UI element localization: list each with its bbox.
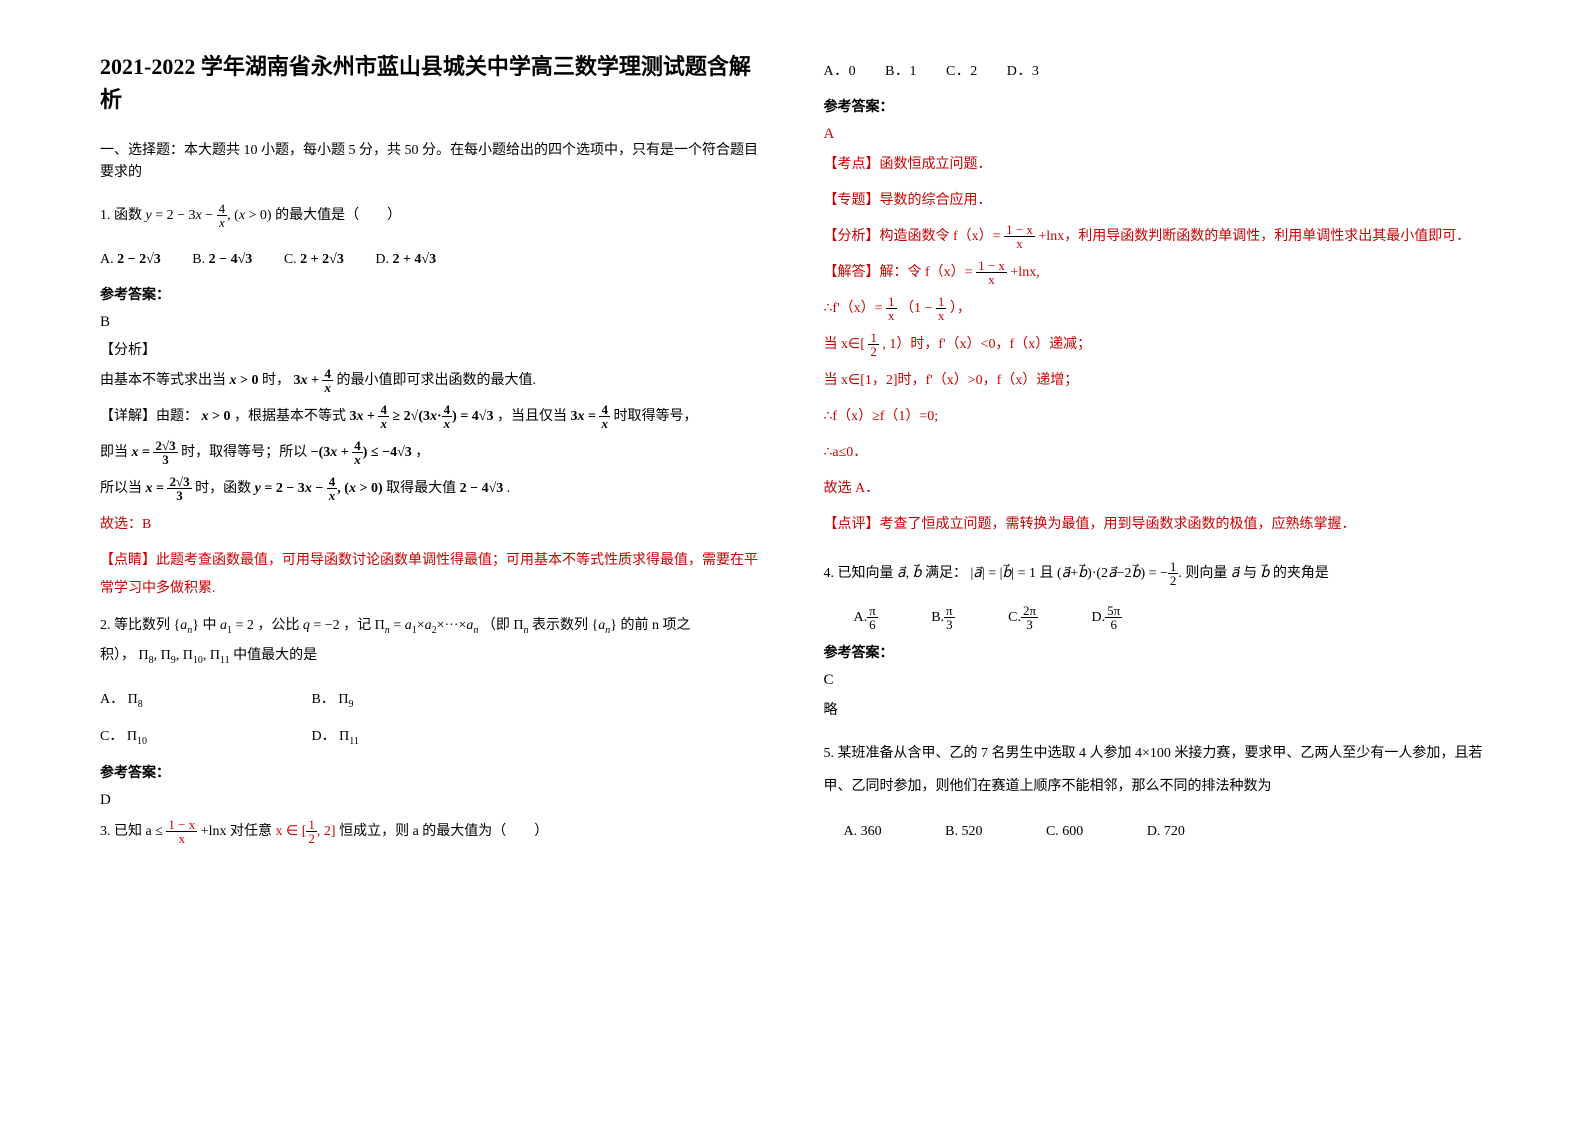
q1-analysis-label: 【分析】 [100, 339, 764, 359]
q2-pin: Πn [513, 618, 528, 633]
question-4: 4. 已知向量 a⃗, b⃗ 满足： |a⃗| = |b⃗| = 1 且 (a⃗… [824, 559, 1488, 590]
q1-analysis-line3: 即当 x = 2√33 时，取得等号；所以 −(3x + 4x) ≤ −4√3 … [100, 439, 764, 467]
q2-answer-label: 参考答案： [100, 762, 764, 782]
q2-a1: a1 = 2 [220, 618, 254, 633]
q1-conclusion: 故选：B [100, 511, 764, 539]
q2-choices-row1: A． Π8 B． Π9 [100, 686, 764, 715]
q3-exam-point: 【考点】函数恒成立问题． [824, 151, 1488, 179]
q5-choice-b: B. 520 [945, 818, 982, 846]
q3-interval: x ∈ [12, 2] [276, 824, 336, 839]
q1-analysis-line1: 由基本不等式求出当 x > 0 时， 3x + 4x 的最小值即可求出函数的最大… [100, 367, 764, 395]
q3-frac4: 1x [886, 295, 897, 322]
question-2: 2. 等比数列 {an} 中 a1 = 2 ，公比 q = −2 ，记 Πn =… [100, 611, 764, 673]
q2-choice-a: A． Π8 [100, 686, 280, 715]
q3-frac6: 12 [868, 331, 879, 358]
q2-an: {an} [592, 618, 617, 633]
q4-choice-c: C.2π3 [1008, 604, 1038, 632]
q3-case1: 当 x∈[ 12 , 1）时，f'（x）<0，f（x）递减； [824, 331, 1488, 359]
right-column: A．0 B．1 C．2 D．3 参考答案： A 【考点】函数恒成立问题． 【专题… [824, 50, 1488, 862]
q2-pi: Πn = a1×a2×···×an [375, 618, 479, 633]
q1-choice-c: C. 2 + 2√3 [284, 246, 344, 274]
q3-analysis: 【分析】构造函数令 f（x）= 1 − xx +lnx，利用导函数判断函数的单调… [824, 223, 1488, 251]
q1-answer-label: 参考答案： [100, 284, 764, 304]
q4-answer-label: 参考答案： [824, 642, 1488, 662]
q3-case2: 当 x∈[1，2]时，f'（x）>0，f（x）递增； [824, 367, 1488, 395]
q3-frac: 1 − xx [166, 818, 197, 845]
q5-choice-d: D. 720 [1147, 818, 1185, 846]
q1-comment: 【点睛】此题考查函数最值，可用导函数讨论函数单调性得最值；可用基本不等式性质求得… [100, 547, 764, 603]
q5-choices: A. 360 B. 520 C. 600 D. 720 [824, 818, 1488, 846]
q1-analysis-line4: 所以当 x = 2√33 时，函数 y = 2 − 3x − 4x, (x > … [100, 475, 764, 503]
question-5: 5. 某班准备从含甲、乙的 7 名男生中选取 4 人参加 4×100 米接力赛，… [824, 737, 1488, 804]
q5-relay: 4×100 [1135, 746, 1171, 761]
q4-answer: C [824, 672, 1488, 689]
q3-answer: A [824, 126, 1488, 143]
q4-choice-d: D.5π6 [1092, 604, 1123, 632]
document-title: 2021-2022 学年湖南省永州市蓝山县城关中学高三数学理测试题含解析 [100, 50, 764, 116]
q3-frac3: 1 − xx [976, 259, 1007, 286]
q4-choices: A.π6 B.π3 C.2π3 D.5π6 [824, 604, 1488, 632]
q2-pis: Π8, Π9, Π10, Π11 [139, 648, 230, 663]
section-header: 一、选择题：本大题共 10 小题，每小题 5 分，共 50 分。在每小题给出的四… [100, 140, 764, 185]
q3-solve: 【解答】解：令 f（x）= 1 − xx +lnx, [824, 259, 1488, 287]
q2-choice-b: B． Π9 [312, 686, 354, 715]
q3-conclusion: 故选 A． [824, 475, 1488, 503]
q4-dot: (a⃗+b⃗)·(2a⃗−2b⃗) = −12. [1057, 566, 1182, 581]
q2-choice-c: C． Π10 [100, 723, 280, 752]
q2-seq: {an} [174, 618, 199, 633]
q1-prefix: 1. 函数 [100, 208, 142, 223]
q3-answer-label: 参考答案： [824, 96, 1488, 116]
q3-choices: A．0 B．1 C．2 D．3 [824, 58, 1488, 86]
q1-choice-b: B. 2 − 4√3 [192, 246, 252, 274]
q1-analysis-line2: 【详解】由题： x > 0 ，根据基本不等式 3x + 4x ≥ 2√(3x·4… [100, 403, 764, 431]
q3-topic: 【专题】导数的综合应用． [824, 187, 1488, 215]
q3-result2: ∴a≤0． [824, 439, 1488, 467]
q1-choice-d: D. 2 + 4√3 [375, 246, 436, 274]
q4-vb: b⃗ [1261, 566, 1270, 581]
q4-choice-a: A.π6 [854, 604, 878, 632]
q3-comment: 【点评】考查了恒成立问题，需转换为最值，用到导函数求函数的极值，应熟练掌握． [824, 511, 1488, 539]
q2-choice-d: D． Π11 [312, 723, 359, 752]
q3-deriv: ∴f'（x）= 1x （1 − 1x ）， [824, 295, 1488, 323]
page-container: 2021-2022 学年湖南省永州市蓝山县城关中学高三数学理测试题含解析 一、选… [100, 50, 1487, 862]
q5-choice-c: C. 600 [1046, 818, 1083, 846]
left-column: 2021-2022 学年湖南省永州市蓝山县城关中学高三数学理测试题含解析 一、选… [100, 50, 764, 862]
q4-va: a⃗ [1231, 566, 1240, 581]
q3-frac2: 1 − xx [1004, 223, 1035, 250]
q2-choices-row2: C． Π10 D． Π11 [100, 723, 764, 752]
q2-q: q = −2 [303, 618, 340, 633]
q3-result1: ∴f（x）≥f（1）=0; [824, 403, 1488, 431]
q4-note: 略 [824, 697, 1488, 725]
q4-choice-b: B.π3 [931, 604, 954, 632]
q1-formula: y = 2 − 3x − 4x, (x > 0) [146, 208, 272, 223]
question-3-stem: 3. 已知 a ≤ 1 − xx +lnx 对任意 x ∈ [12, 2] 恒成… [100, 817, 764, 848]
q1-choice-a: A. 2 − 2√3 [100, 246, 161, 274]
q1-suffix: 的最大值是（ ） [275, 208, 401, 223]
q5-choice-a: A. 360 [844, 818, 882, 846]
q3-frac5: 1x [936, 295, 947, 322]
q1-choices: A. 2 − 2√3 B. 2 − 4√3 C. 2 + 2√3 D. 2 + … [100, 246, 764, 274]
question-1: 1. 函数 y = 2 − 3x − 4x, (x > 0) 的最大值是（ ） [100, 201, 764, 232]
q2-answer: D [100, 792, 764, 809]
q4-vectors: a⃗, b⃗ [897, 566, 921, 581]
q1-answer: B [100, 314, 764, 331]
q4-mag: |a⃗| = |b⃗| = 1 [970, 566, 1036, 581]
